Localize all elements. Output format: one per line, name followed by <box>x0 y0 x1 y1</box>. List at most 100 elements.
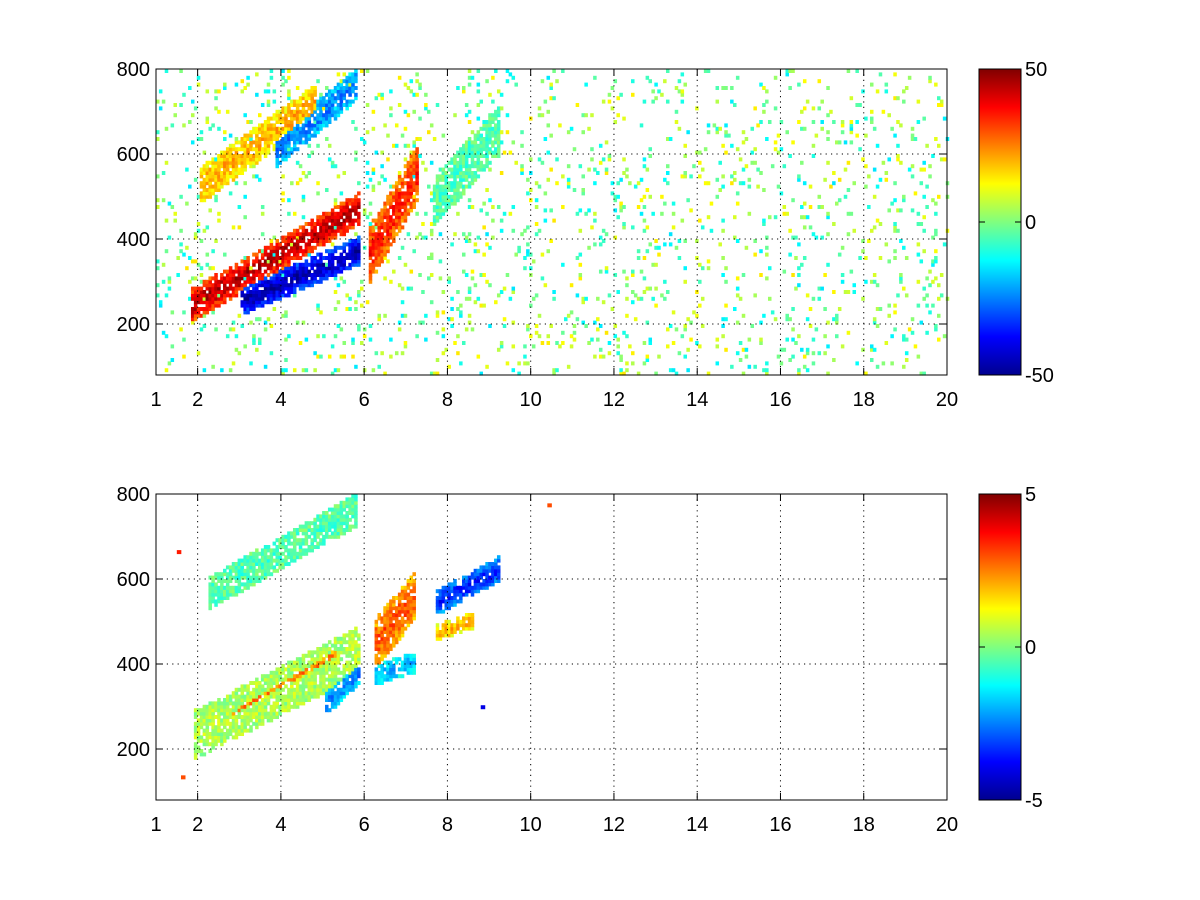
heatmap-cell <box>284 262 288 267</box>
heatmap-cell <box>397 225 402 230</box>
heatmap-cell <box>552 96 556 101</box>
heatmap-cell <box>499 290 504 294</box>
heatmap-cell <box>794 286 798 291</box>
heatmap-cell <box>313 256 317 260</box>
heatmap-cell <box>164 368 169 373</box>
heatmap-cell <box>432 198 437 203</box>
heatmap-cell <box>231 174 236 179</box>
heatmap-cell <box>214 303 218 308</box>
heatmap-cell <box>234 708 239 713</box>
heatmap-cell <box>295 684 300 689</box>
heatmap-cell <box>325 235 329 240</box>
heatmap-cell <box>357 653 361 658</box>
heatmap-cell <box>316 694 320 699</box>
heatmap-cell <box>269 69 274 73</box>
heatmap-cell <box>330 266 335 271</box>
heatmap-cell <box>287 290 291 294</box>
heatmap-cell <box>348 681 352 685</box>
heatmap-cell <box>313 545 317 549</box>
heatmap-cell <box>826 113 830 118</box>
heatmap-cell <box>287 126 291 131</box>
heatmap-cell <box>275 677 279 682</box>
heatmap-cell <box>441 174 446 179</box>
heatmap-cell <box>217 704 221 709</box>
heatmap-cell <box>199 171 204 175</box>
heatmap-cell <box>715 194 720 199</box>
heatmap-cell <box>281 174 285 179</box>
heatmap-cell <box>616 290 620 294</box>
heatmap-cell <box>730 181 734 186</box>
heatmap-cell <box>400 351 405 356</box>
heatmap-cell <box>852 290 857 294</box>
heatmap-cell <box>389 609 393 614</box>
heatmap-cell <box>327 273 332 277</box>
heatmap-cell <box>494 123 498 128</box>
heatmap-cell <box>260 555 265 560</box>
heatmap-cell <box>910 137 915 141</box>
heatmap-cell <box>939 99 944 104</box>
heatmap-cell <box>325 113 329 118</box>
heatmap-cell <box>665 344 670 349</box>
heatmap-cell <box>228 721 233 726</box>
heatmap-cell <box>310 538 314 543</box>
heatmap-cell <box>931 262 935 267</box>
heatmap-cell <box>482 303 486 308</box>
heatmap-cell <box>246 293 250 298</box>
heatmap-cell <box>377 664 381 668</box>
heatmap-cell <box>660 194 664 199</box>
heatmap-cell <box>202 324 207 328</box>
heatmap-cell <box>365 69 370 73</box>
heatmap-cell <box>409 579 414 583</box>
heatmap-cell <box>365 103 370 107</box>
heatmap-cell <box>735 351 740 356</box>
heatmap-cell <box>718 242 722 247</box>
heatmap-cell <box>272 670 277 675</box>
heatmap-cell <box>205 300 210 305</box>
heatmap-cell <box>403 657 408 662</box>
heatmap-cell <box>223 150 227 155</box>
heatmap-cell <box>292 698 297 702</box>
heatmap-cell <box>284 120 288 124</box>
heatmap-cell <box>566 313 571 318</box>
heatmap-cell <box>456 623 460 628</box>
heatmap-cell <box>686 198 690 203</box>
heatmap-cell <box>896 96 900 101</box>
heatmap-cell <box>438 198 443 203</box>
heatmap-cell <box>243 711 247 716</box>
heatmap-cell <box>488 147 492 152</box>
heatmap-cell <box>295 103 300 107</box>
heatmap-cell <box>208 715 212 719</box>
heatmap-cell <box>243 310 247 315</box>
heatmap-cell <box>237 273 242 277</box>
heatmap-cell <box>424 337 428 342</box>
heatmap-cell <box>345 79 349 84</box>
heatmap-cell <box>479 167 483 172</box>
heatmap-cell <box>208 276 212 281</box>
heatmap-cell <box>450 589 454 594</box>
heatmap-cell <box>246 269 250 274</box>
heatmap-cell <box>441 596 446 600</box>
heatmap-cell <box>479 99 483 104</box>
heatmap-cell <box>357 205 361 209</box>
heatmap-cell <box>193 711 198 716</box>
heatmap-cell <box>508 296 513 301</box>
heatmap-cell <box>354 249 358 254</box>
heatmap-cell <box>202 279 207 284</box>
heatmap-cell <box>348 99 352 104</box>
heatmap-cell <box>400 667 405 672</box>
heatmap-cell <box>266 565 271 570</box>
heatmap-cell <box>260 303 265 308</box>
heatmap-cell <box>354 96 358 101</box>
heatmap-cell <box>386 623 390 628</box>
heatmap-cell <box>374 351 379 356</box>
heatmap-cell <box>345 674 349 679</box>
heatmap-cell <box>333 201 338 206</box>
heatmap-cell <box>357 256 361 260</box>
heatmap-cell <box>357 249 361 254</box>
heatmap-cell <box>342 92 347 97</box>
heatmap-cell <box>351 653 355 658</box>
heatmap-cell <box>467 120 472 124</box>
heatmap-cell <box>762 188 766 192</box>
heatmap-cell <box>409 160 414 165</box>
heatmap-cell <box>281 256 285 260</box>
